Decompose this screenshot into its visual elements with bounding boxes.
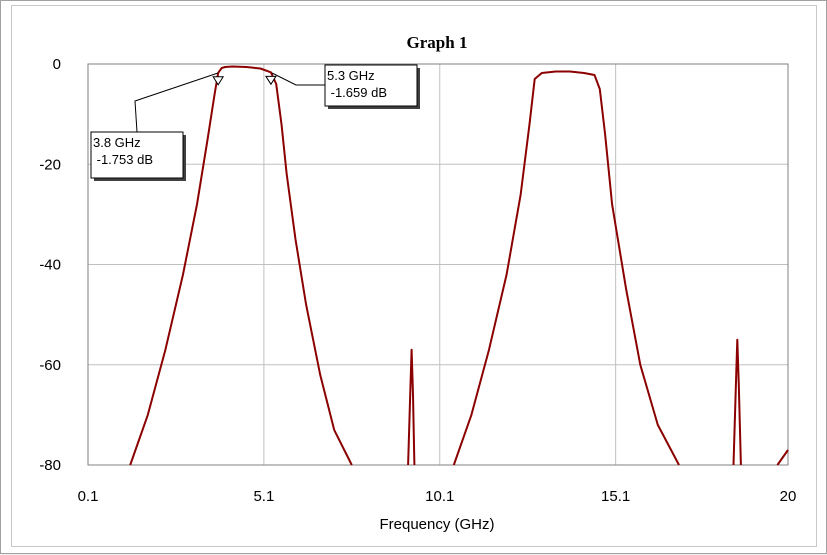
marker-leader-line [134,72,219,133]
x-tick-label: 5.1 [253,488,274,505]
series-line-1 [129,65,353,466]
series-line-2 [407,348,416,466]
marker-box [90,131,184,179]
marker-callout: 3.8 GHz -1.753 dB [90,72,225,181]
series-line-3 [452,70,680,466]
y-tick-label: -80 [39,457,61,474]
grid-layer [87,63,789,466]
marker-triangle [265,75,277,86]
marker-leader-line [271,72,325,86]
marker-frequency-label: 5.3 GHz [327,68,375,83]
series-line-4 [732,338,742,466]
marker-value-label: -1.753 dB [93,152,153,167]
series-layer [129,65,789,466]
marker-frequency-label: 3.8 GHz [93,135,141,150]
marker-box [324,64,418,107]
chart-title: Graph 1 [407,33,468,52]
x-tick-label: 20 [780,488,797,505]
x-tick-label: 15.1 [601,488,630,505]
tick-label-layer: 0.1 5.1 10.1 15.1 20 0 -20 -40 -60 -80 [39,56,796,505]
x-axis-title: Frequency (GHz) [379,516,494,533]
y-tick-label: -40 [39,257,61,274]
marker-callout: 5.3 GHz -1.659 dB [265,64,420,109]
x-tick-label: 10.1 [425,488,454,505]
series-line-5 [776,449,789,466]
marker-layer: 3.8 GHz -1.753 dB 5.3 GHz -1.659 dB [90,64,420,181]
y-tick-label: -20 [39,156,61,173]
marker-value-label: -1.659 dB [327,85,387,100]
x-tick-label: 0.1 [78,488,99,505]
y-tick-label: 0 [53,56,61,73]
plot-frame [87,63,789,466]
y-tick-label: -60 [39,357,61,374]
marker-triangle [212,76,225,86]
